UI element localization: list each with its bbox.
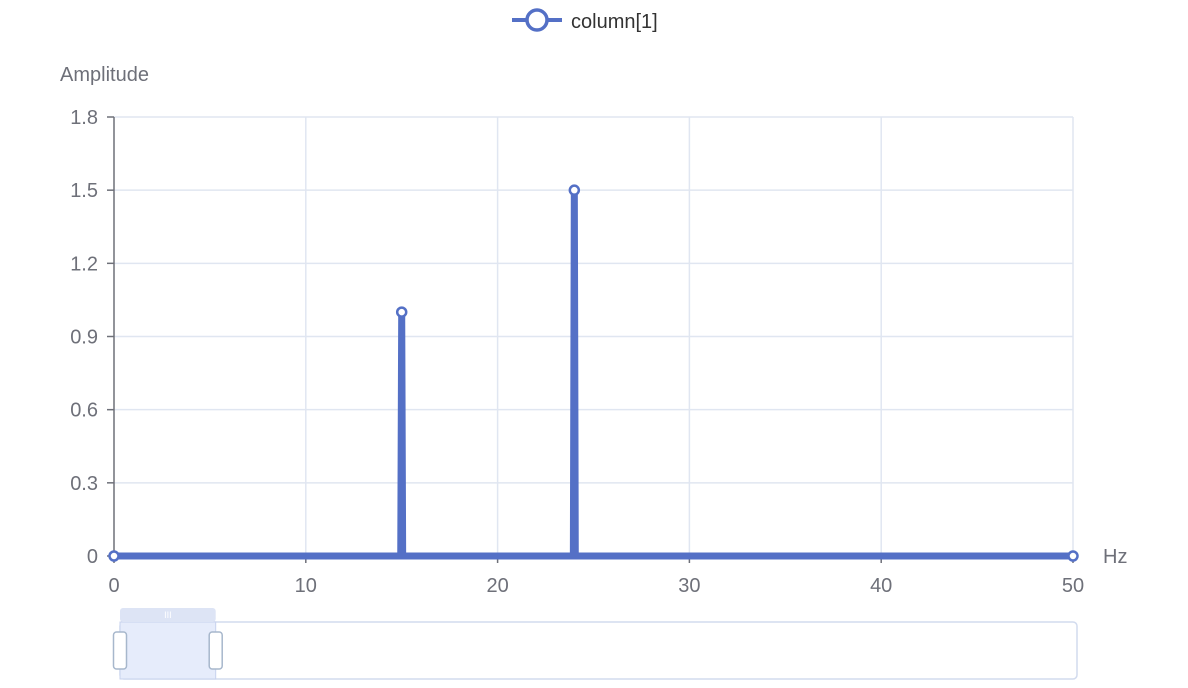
x-tick-label: 30 xyxy=(678,575,700,597)
data-point[interactable] xyxy=(1067,550,1079,562)
y-tick-label: 0.9 xyxy=(70,327,98,349)
data-zoom-slider[interactable]: III xyxy=(112,608,1078,680)
y-tick-label: 0.6 xyxy=(70,400,98,422)
x-axis-title: Hz xyxy=(1103,546,1127,568)
series-layer xyxy=(108,184,1079,562)
y-tick-label: 1.2 xyxy=(70,253,98,275)
x-axis-ticks: 0 10 20 30 40 50 xyxy=(108,556,1084,597)
y-axis-title: Amplitude xyxy=(60,64,149,86)
zoom-track[interactable] xyxy=(119,621,1078,680)
grid-lines xyxy=(114,116,1074,556)
legend-marker-icon xyxy=(525,8,549,32)
data-point[interactable] xyxy=(108,550,120,562)
data-point[interactable] xyxy=(395,306,408,318)
x-tick-label: 0 xyxy=(108,575,119,597)
zoom-handle-left[interactable] xyxy=(112,631,128,670)
y-tick-label: 0.3 xyxy=(70,473,98,495)
y-tick-label: 1.5 xyxy=(70,180,98,202)
legend[interactable]: column[1] xyxy=(512,8,658,33)
series-line xyxy=(114,190,1073,560)
y-axis-ticks: 0 0.3 0.6 0.9 1.2 1.5 1.8 xyxy=(70,107,114,568)
data-point[interactable] xyxy=(568,184,581,196)
zoom-move-handle[interactable] xyxy=(120,608,216,622)
grip-icon: III xyxy=(164,610,172,620)
x-tick-label: 50 xyxy=(1062,575,1084,597)
zoom-handle-right[interactable] xyxy=(208,631,223,670)
zoom-window[interactable] xyxy=(119,621,217,680)
x-tick-label: 40 xyxy=(870,575,892,597)
x-tick-label: 20 xyxy=(486,575,508,597)
x-tick-label: 10 xyxy=(295,575,317,597)
legend-label: column[1] xyxy=(571,11,658,33)
y-tick-label: 0 xyxy=(87,546,98,568)
y-tick-label: 1.8 xyxy=(70,107,98,129)
